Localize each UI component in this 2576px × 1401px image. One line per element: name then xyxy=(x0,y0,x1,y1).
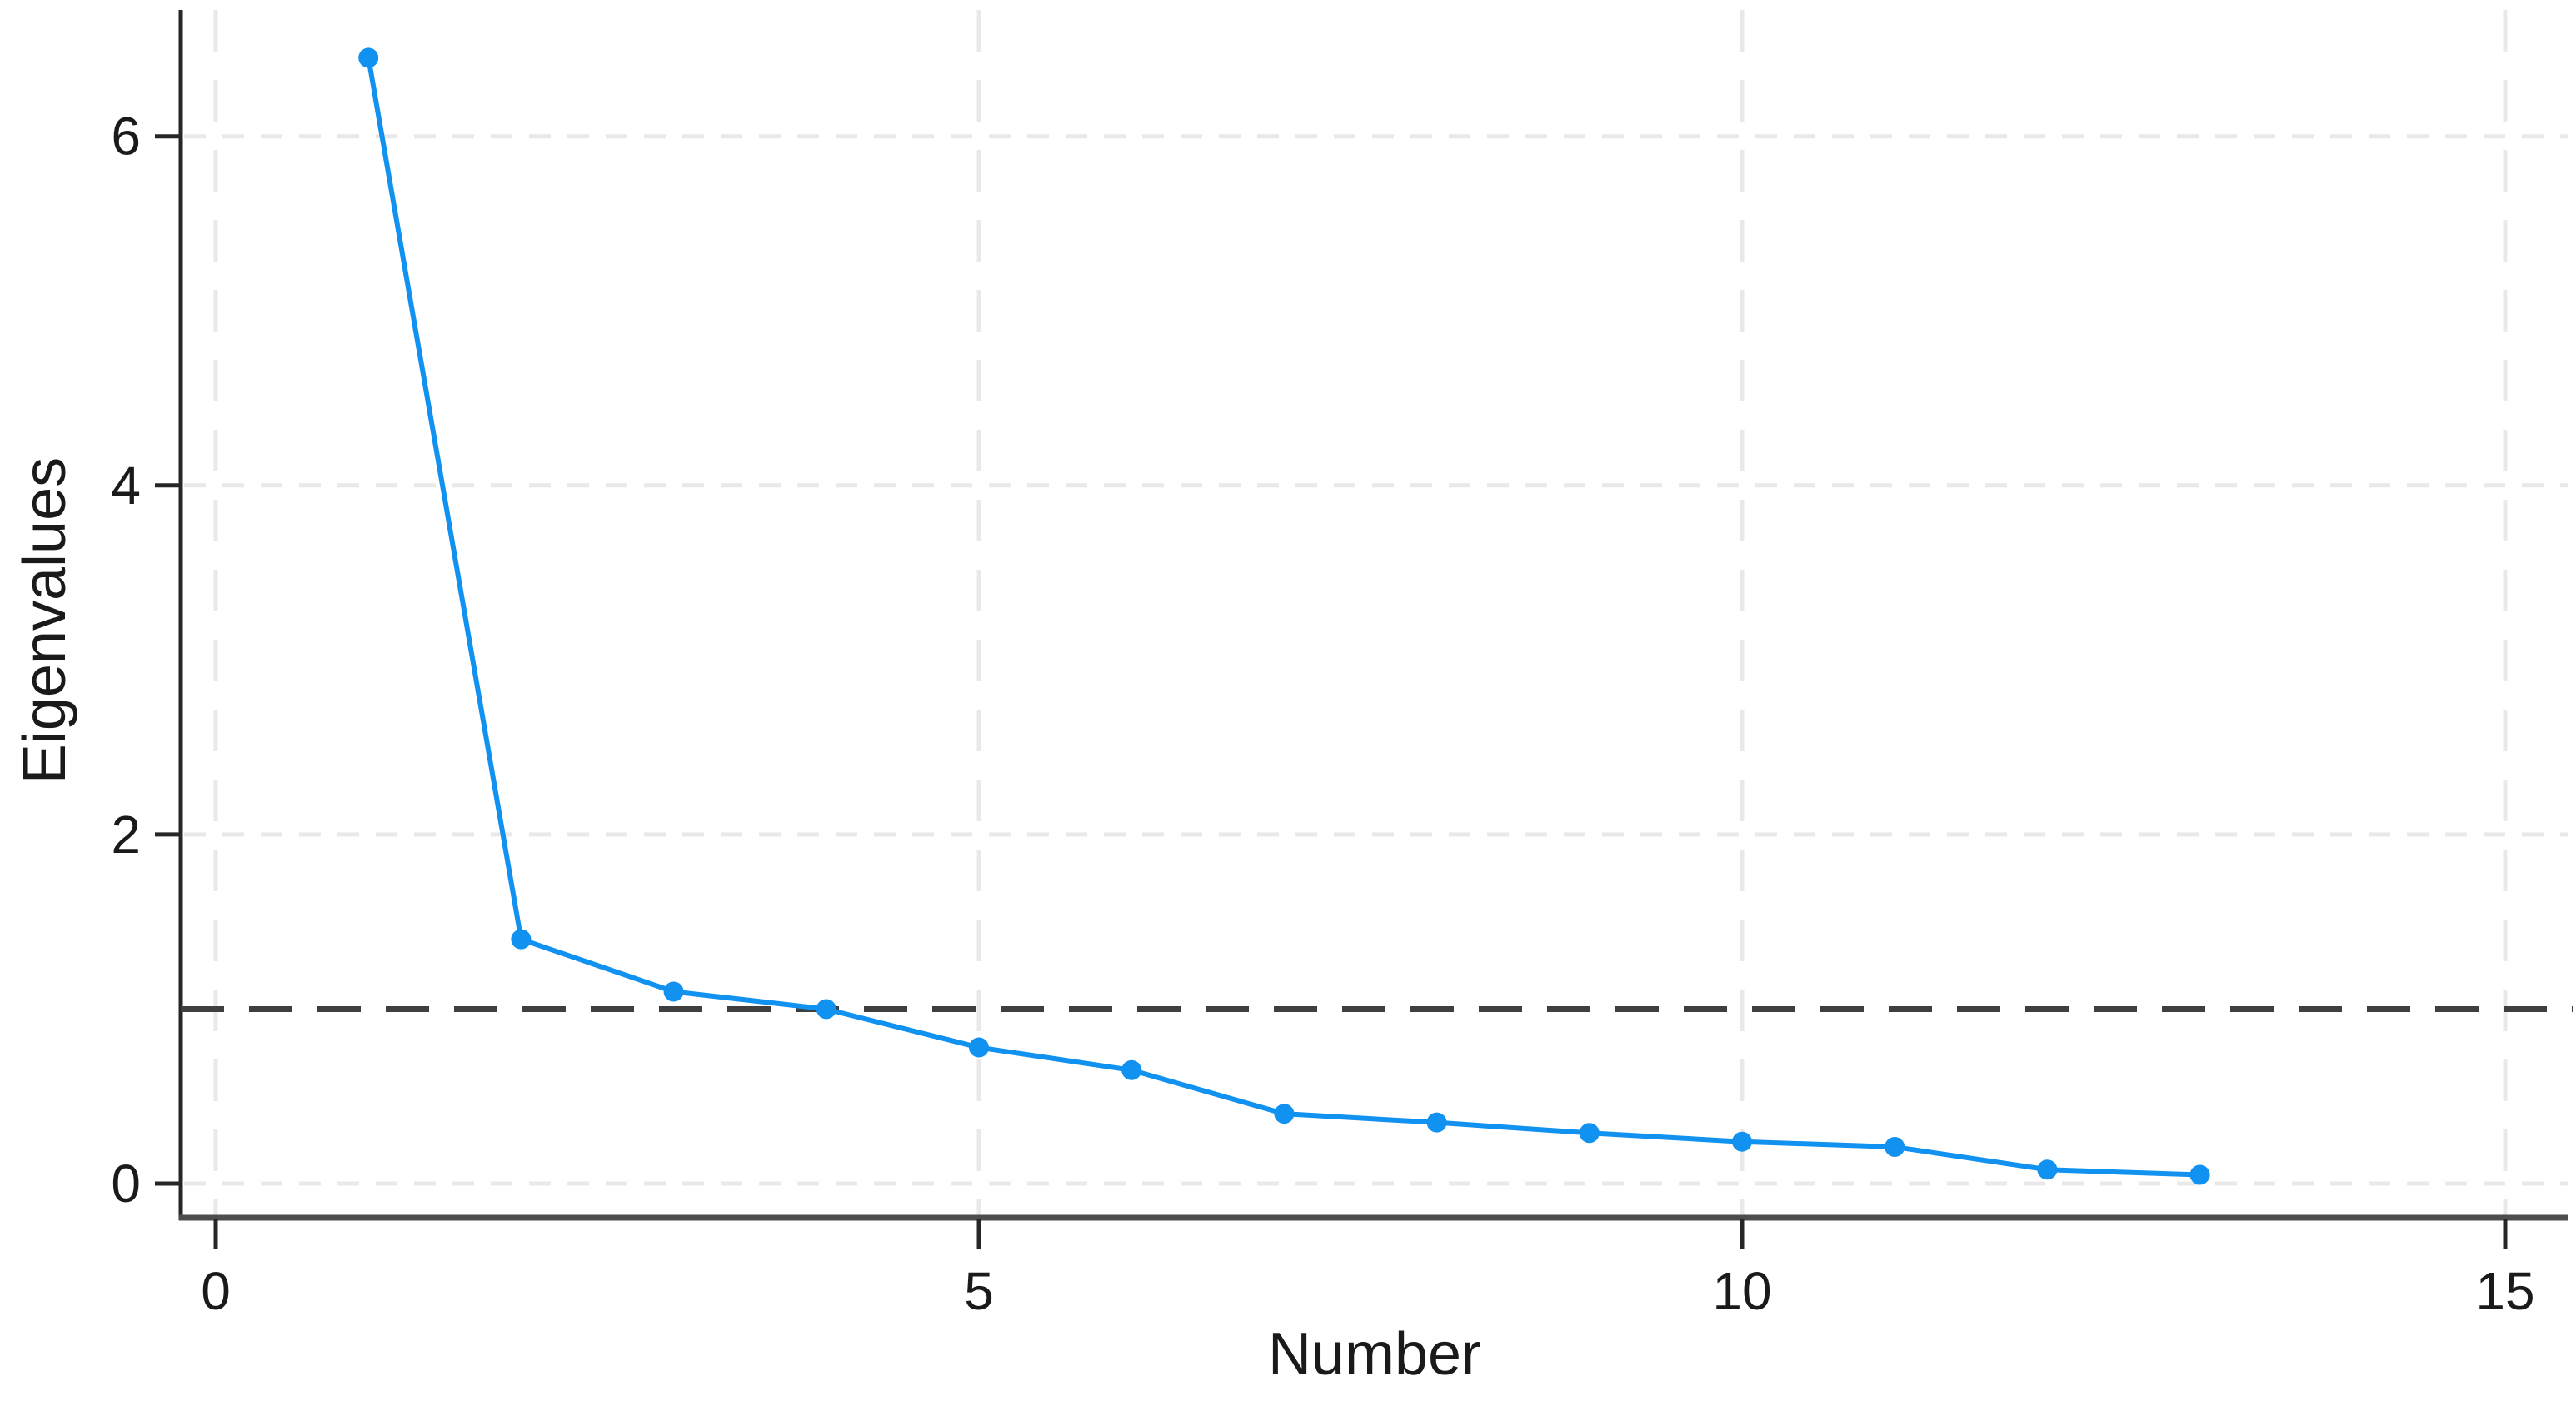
data-point-6 xyxy=(1121,1059,1142,1080)
x-tick-label-0: 0 xyxy=(201,1261,231,1321)
x-tick-label-10: 10 xyxy=(1712,1261,1771,1321)
y-tick-label-6: 6 xyxy=(111,107,141,167)
data-point-2 xyxy=(511,929,532,950)
eigenvalue-series xyxy=(358,47,2210,1185)
data-point-4 xyxy=(816,999,836,1020)
data-point-12 xyxy=(2037,1159,2058,1180)
x-axis-title: Number xyxy=(1268,1321,1481,1388)
data-point-8 xyxy=(1426,1112,1447,1133)
y-tick-label-4: 4 xyxy=(111,456,141,516)
y-axis-ticks: 0 2 4 6 xyxy=(111,107,181,1214)
vertical-gridlines xyxy=(213,10,2508,1218)
data-point-5 xyxy=(969,1037,989,1058)
x-axis-ticks: 0 5 10 15 xyxy=(201,1219,2535,1321)
data-point-13 xyxy=(2189,1164,2210,1185)
data-point-3 xyxy=(663,981,684,1002)
data-point-10 xyxy=(1732,1131,1752,1152)
x-tick-label-5: 5 xyxy=(964,1261,994,1321)
y-axis-title: Eigenvalues xyxy=(12,457,78,784)
y-tick-label-0: 0 xyxy=(111,1154,141,1214)
data-point-7 xyxy=(1274,1104,1295,1124)
data-point-11 xyxy=(1885,1136,1905,1157)
y-tick-label-2: 2 xyxy=(111,805,141,865)
horizontal-gridlines xyxy=(184,134,2568,1186)
x-tick-label-15: 15 xyxy=(2475,1261,2534,1321)
data-point-1 xyxy=(358,47,379,68)
data-point-9 xyxy=(1579,1123,1600,1144)
